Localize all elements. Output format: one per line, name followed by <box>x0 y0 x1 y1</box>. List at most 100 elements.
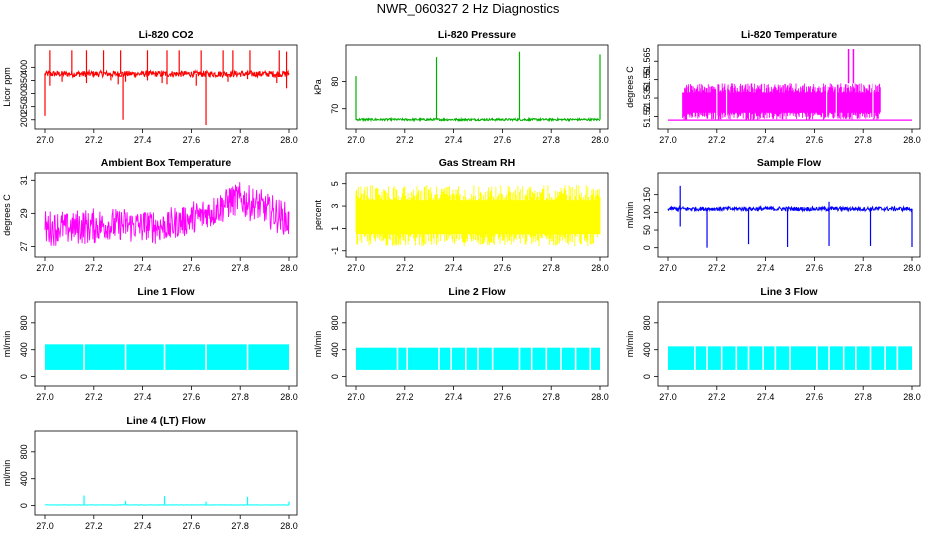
y-tick-label: 0 <box>642 245 652 250</box>
y-axis-label: ml/min <box>313 331 323 358</box>
x-tick-label: 27.0 <box>36 263 54 273</box>
x-tick-label: 27.6 <box>494 263 512 273</box>
x-tick-label: 27.2 <box>708 135 726 145</box>
series-line <box>355 116 601 123</box>
x-tick-label: 27.0 <box>659 135 677 145</box>
panel-1: Li-820 CO2 Licor ppm 27.0 27.2 27.4 27.6 27.8 2… <box>2 29 298 145</box>
y-axis-label: degrees C <box>625 66 635 108</box>
x-tick-label: 27.0 <box>659 392 677 402</box>
y-axis-label: ml/min <box>625 202 635 229</box>
series-data <box>355 185 601 247</box>
x-tick-label: 28.0 <box>903 392 921 402</box>
plot-frame <box>345 44 609 130</box>
plot-frame <box>34 44 298 130</box>
y-tick-label: 50 <box>642 225 652 235</box>
plot-frame <box>34 172 298 258</box>
x-tick-label: 27.6 <box>494 392 512 402</box>
y-tick-label: 150 <box>642 187 652 202</box>
y-tick-label: 400 <box>642 342 652 357</box>
x-tick-label: 28.0 <box>280 392 298 402</box>
y-axis-label: ml/min <box>625 331 635 358</box>
panel-title: Sample Flow <box>757 157 822 169</box>
plot-frame <box>657 44 921 130</box>
series-band <box>45 344 289 370</box>
y-tick-label: 400 <box>19 342 29 357</box>
series-data <box>355 51 601 123</box>
x-tick-label: 27.8 <box>542 392 560 402</box>
y-axis-label: ml/min <box>2 331 12 358</box>
y-axis-label: ml/min <box>2 460 12 487</box>
y-tick-label: 51.52 <box>642 105 652 128</box>
y-tick-label: 80 <box>330 77 340 87</box>
y-tick-label: 27 <box>19 241 29 251</box>
x-tick-label: 27.8 <box>542 135 560 145</box>
y-tick-label: 70 <box>330 104 340 114</box>
x-tick-label: 27.2 <box>396 135 414 145</box>
y-tick-label: 350 <box>19 73 29 88</box>
x-tick-label: 27.8 <box>231 135 249 145</box>
y-tick-label: 0 <box>19 503 29 508</box>
x-tick-label: 27.6 <box>183 135 201 145</box>
plot-frame <box>657 301 921 387</box>
x-tick-label: 27.6 <box>183 521 201 531</box>
panel-7: Line 1 Flow ml/min 27.0 27.2 27.4 27.6 27.8 28.… <box>2 286 298 402</box>
x-tick-label: 27.6 <box>806 392 824 402</box>
y-tick-label: 51.535 <box>642 84 652 112</box>
x-tick-label: 28.0 <box>591 392 609 402</box>
panel-title: Line 1 Flow <box>137 286 195 298</box>
y-tick-label: 250 <box>19 99 29 114</box>
x-tick-label: 27.6 <box>183 263 201 273</box>
x-tick-label: 28.0 <box>591 135 609 145</box>
plot-frame <box>34 430 298 516</box>
series-data <box>667 185 913 248</box>
x-tick-label: 27.4 <box>445 135 463 145</box>
panel-title: Line 4 (LT) Flow <box>126 415 206 427</box>
x-tick-label: 27.4 <box>757 135 775 145</box>
panel-6: Sample Flow ml/min 27.0 27.2 27.4 27.6 27.8 28.… <box>625 157 921 273</box>
x-tick-label: 27.2 <box>708 392 726 402</box>
y-axis-label: percent <box>313 199 323 230</box>
x-tick-label: 27.4 <box>757 392 775 402</box>
y-axis-label: kPa <box>313 79 323 95</box>
x-tick-label: 28.0 <box>903 263 921 273</box>
y-axis-label: Licor ppm <box>2 67 12 107</box>
panel-title: Line 2 Flow <box>448 286 506 298</box>
main-title: NWR_060327 2 Hz Diagnostics <box>376 1 560 16</box>
x-tick-label: 27.4 <box>134 521 152 531</box>
panel-9: Line 3 Flow ml/min 27.0 27.2 27.4 27.6 27.8 28.… <box>625 286 921 402</box>
x-tick-label: 27.8 <box>854 135 872 145</box>
y-tick-label: 200 <box>19 112 29 127</box>
x-tick-label: 27.8 <box>854 392 872 402</box>
x-tick-label: 27.2 <box>85 263 103 273</box>
panel-title: Ambient Box Temperature <box>101 157 232 169</box>
x-tick-label: 27.4 <box>134 263 152 273</box>
series-line <box>667 205 913 213</box>
x-tick-label: 27.2 <box>85 521 103 531</box>
series-data <box>356 346 600 371</box>
y-tick-label: 5 <box>330 181 340 186</box>
y-tick-label: 3 <box>330 204 340 209</box>
x-tick-label: 27.4 <box>134 392 152 402</box>
y-tick-label: 51.565 <box>642 47 652 75</box>
plot-frame <box>345 172 609 258</box>
series-data <box>668 49 912 121</box>
y-tick-label: 31 <box>19 175 29 185</box>
series-strokes <box>355 185 601 247</box>
x-tick-label: 27.8 <box>231 392 249 402</box>
x-tick-label: 27.4 <box>445 392 463 402</box>
x-tick-label: 28.0 <box>280 521 298 531</box>
x-tick-label: 27.8 <box>231 521 249 531</box>
x-tick-label: 28.0 <box>280 135 298 145</box>
y-tick-label: 800 <box>642 315 652 330</box>
x-tick-label: 27.8 <box>854 263 872 273</box>
y-tick-label: 0 <box>642 374 652 379</box>
series-data <box>45 343 289 371</box>
y-tick-label: 800 <box>19 315 29 330</box>
y-tick-label: 800 <box>19 444 29 459</box>
plot-frame <box>657 172 921 258</box>
panel-title: Line 3 Flow <box>760 286 818 298</box>
series-line <box>44 182 290 246</box>
panel-3: Li-820 Temperature degrees C 27.0 27.2 27.4 2… <box>625 29 921 145</box>
y-tick-label: 51.55 <box>642 68 652 91</box>
x-tick-label: 27.0 <box>36 135 54 145</box>
